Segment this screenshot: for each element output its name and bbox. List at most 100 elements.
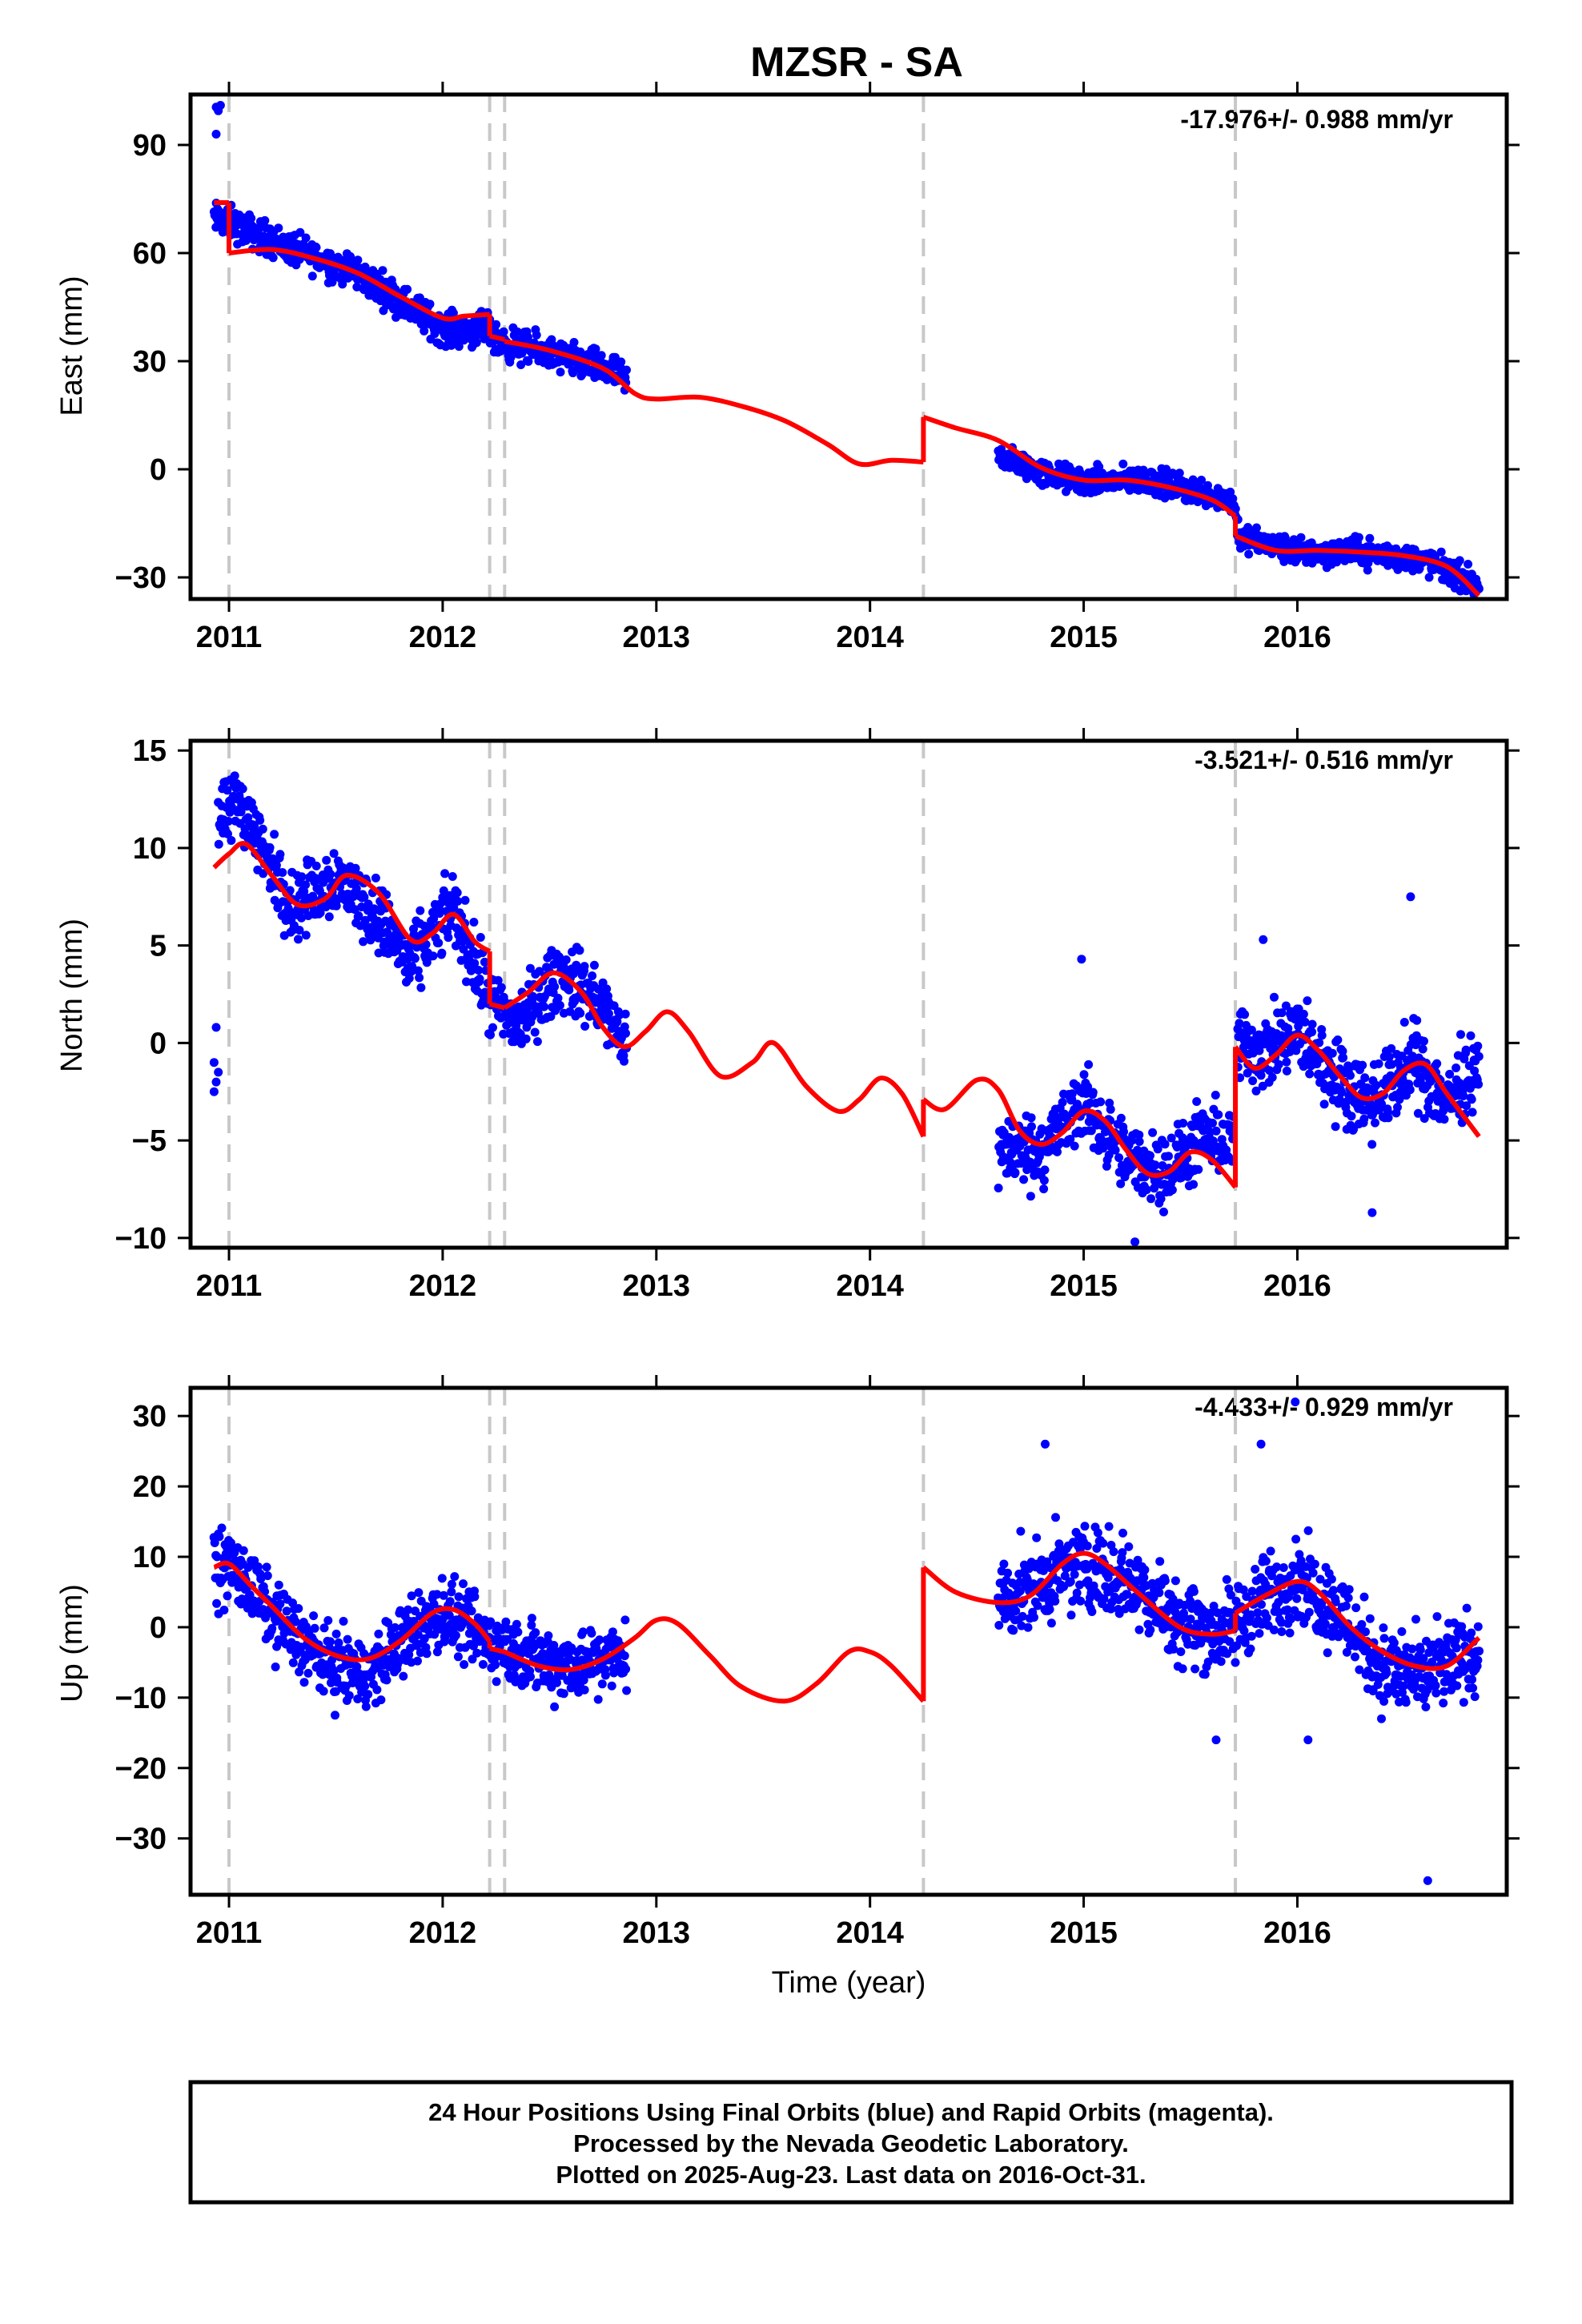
north-data-point [1211, 1091, 1220, 1100]
up-data-point [437, 1574, 447, 1583]
east-data-point [1436, 547, 1446, 557]
north-outlier-point [214, 1068, 223, 1077]
up-data-point [1308, 1568, 1318, 1578]
north-data-point [612, 1017, 622, 1027]
up-data-point [1379, 1634, 1389, 1643]
north-data-point [1150, 1160, 1160, 1170]
north-data-point [1270, 992, 1279, 1002]
up-data-point [372, 1685, 382, 1695]
up-data-point [1050, 1596, 1060, 1606]
north-data-point [371, 873, 380, 883]
east-x-tick-label: 2011 [196, 621, 262, 654]
north-data-point [1256, 1071, 1266, 1080]
north-data-point [359, 937, 368, 947]
east-data-point [524, 356, 533, 366]
north-data-point [532, 1037, 542, 1047]
north-data-point [1331, 1122, 1340, 1132]
north-data-point [530, 1027, 540, 1037]
north-data-point [1053, 1147, 1062, 1156]
up-data-point [597, 1679, 607, 1689]
north-data-point [1096, 1097, 1106, 1107]
up-data-point [1279, 1563, 1288, 1572]
north-data-point [223, 786, 232, 795]
up-data-point [459, 1579, 468, 1589]
east-data-point [616, 357, 626, 367]
up-data-point [1343, 1593, 1353, 1602]
north-data-point [270, 830, 279, 839]
north-data-point [410, 954, 420, 963]
east-data-point [523, 332, 532, 342]
up-data-point [1401, 1698, 1411, 1707]
up-data-point [413, 1656, 422, 1666]
up-data-point [326, 1637, 335, 1647]
north-data-point [1347, 1112, 1356, 1121]
north-data-point [1026, 1192, 1035, 1201]
up-data-point [608, 1627, 617, 1637]
east-data-point [295, 227, 305, 237]
up-data-point [1072, 1588, 1082, 1598]
north-data-point [1166, 1133, 1176, 1143]
east-x-tick-label: 2015 [1050, 621, 1118, 654]
east-data-point [516, 360, 526, 369]
east-x-tick-label: 2013 [623, 621, 691, 654]
east-data-point [301, 233, 311, 243]
north-data-point [460, 895, 470, 905]
north-data-point [488, 1023, 497, 1032]
north-data-point [1282, 1066, 1291, 1076]
up-y-tick-label: 20 [133, 1470, 167, 1504]
up-data-point [1291, 1534, 1301, 1544]
east-plot-frame [188, 92, 1509, 601]
north-data-point [1346, 1071, 1355, 1080]
north-data-point [1066, 1135, 1075, 1144]
north-data-point [404, 974, 414, 983]
up-data-point [1470, 1692, 1480, 1702]
up-data-point [1365, 1614, 1375, 1623]
up-data-point [445, 1597, 455, 1606]
east-data-point [499, 327, 508, 336]
north-data-point [1360, 1073, 1370, 1083]
up-data-point [1304, 1607, 1314, 1617]
north-data-point [1027, 1122, 1036, 1132]
north-data-point [458, 936, 468, 946]
north-data-point [1367, 1140, 1377, 1149]
north-y-tick-label: 0 [150, 1027, 167, 1060]
north-data-point [1098, 1144, 1108, 1153]
up-data-point [1351, 1652, 1359, 1662]
up-data-point [451, 1630, 460, 1640]
up-y-tick-label: 0 [150, 1611, 167, 1645]
north-data-point [1026, 1157, 1035, 1167]
east-data-point [1424, 573, 1434, 582]
x-axis-label: Time (year) [772, 1966, 926, 2000]
up-data-point [1023, 1622, 1033, 1632]
north-data-point [436, 907, 445, 916]
north-data-point [1079, 1070, 1089, 1080]
north-data-point [1208, 1136, 1218, 1146]
north-data-point [1474, 1051, 1484, 1061]
up-data-point [607, 1681, 616, 1691]
north-data-point [580, 1022, 590, 1031]
north-data-point [214, 839, 223, 849]
up-data-point [1459, 1698, 1468, 1707]
footer-line-3: Plotted on 2025-Aug-23. Last data on 201… [556, 2161, 1146, 2189]
up-data-point [1468, 1675, 1476, 1684]
north-data-point [416, 983, 426, 992]
north-data-point [555, 1000, 564, 1010]
north-data-point [351, 863, 360, 873]
north-data-point [1393, 1103, 1402, 1112]
north-outlier-point [209, 1058, 219, 1068]
up-data-point [513, 1627, 523, 1637]
north-data-point [1474, 1080, 1484, 1089]
north-y-tick-label: −5 [132, 1124, 167, 1158]
east-data-point [472, 338, 481, 348]
north-data-point [1039, 1184, 1049, 1194]
north-data-point [1142, 1185, 1151, 1195]
up-outlier-point [1211, 1735, 1221, 1745]
footer-box: 24 Hour Positions Using Final Orbits (bl… [188, 2080, 1514, 2205]
east-data-point [274, 223, 283, 233]
up-data-point [526, 1672, 535, 1682]
north-data-point [1019, 1175, 1029, 1184]
up-data-point [344, 1691, 354, 1700]
up-data-point [1134, 1625, 1144, 1634]
up-data-point [1146, 1625, 1155, 1634]
north-data-point [294, 935, 303, 944]
